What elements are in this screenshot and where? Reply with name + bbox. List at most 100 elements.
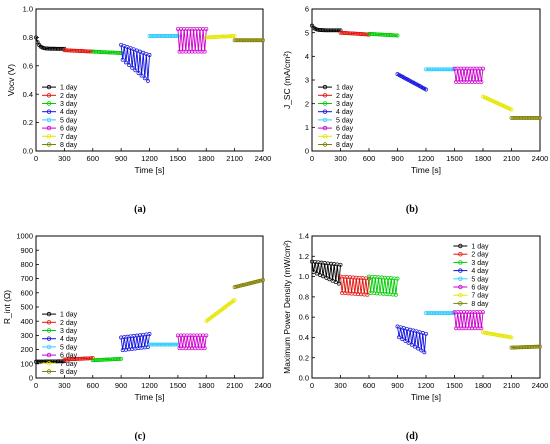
legend-label: 3 day [336,101,354,108]
x-tick-label: 300 [334,381,347,390]
legend-marker [46,134,52,139]
x-tick-label: 600 [363,381,376,390]
y-tick-label: 6 [305,5,309,14]
x-tick-label: 1800 [198,154,215,163]
data-point [35,40,40,45]
series-3 [90,49,124,55]
x-tick-label: 2100 [226,381,243,390]
y-tick-label: 800 [20,260,33,269]
data-point [509,107,514,112]
x-tick-label: 1500 [446,154,463,163]
series-line [120,333,150,351]
data-point [538,344,542,349]
data-point [145,78,150,83]
y-tick-label: 600 [20,288,33,297]
legend-label: 6 day [336,126,354,133]
series-3 [367,274,400,297]
series-3 [367,31,400,38]
x-tick-label: 1200 [141,381,158,390]
x-tick-label: 2400 [255,381,272,390]
series-6 [175,333,209,351]
x-axis-label: Time [s] [135,165,165,175]
legend-label: 3 day [60,328,78,335]
legend-marker [46,93,52,98]
y-axis-label: Maximum Power Density (mW/cm²) [282,240,292,374]
data-point [419,348,424,353]
legend-marker [46,361,52,366]
x-tick-label: 2400 [532,154,549,163]
legend-label: 7 day [60,134,78,141]
series-8 [232,278,265,290]
series-5 [147,34,180,38]
x-tick-label: 0 [34,154,38,163]
legend-label: 4 day [336,109,354,116]
y-tick-label: 5 [305,28,309,37]
y-tick-label: 500 [20,303,33,312]
data-point [333,280,338,285]
data-point [136,71,141,75]
legend-marker [458,293,463,298]
data-point [317,272,322,277]
x-tick-label: 2100 [503,154,520,163]
series-5 [147,342,180,347]
legend-label: 2 day [336,93,354,100]
panel-2: 0 300 600 900 1200 1500 1800 2100 2400 0 1 2 3 4 5 6 Tim… [282,5,548,215]
legend-marker [46,311,52,317]
series-line [454,312,484,329]
series-5 [424,67,457,72]
data-point [412,344,417,349]
data-point [204,26,209,31]
legend-marker [458,301,463,306]
legend-marker [46,117,52,123]
y-tick-label: 0.0 [23,147,33,156]
data-point [393,292,398,297]
y-tick-label: 0.8 [299,292,309,301]
data-point [127,63,131,67]
data-point [422,350,427,355]
series-4 [395,72,428,92]
legend-marker [46,344,52,350]
data-point [261,38,265,43]
legend-label: 8 day [336,142,354,149]
legend-marker [458,251,463,257]
x-tick-label: 600 [86,154,99,163]
y-tick-label: 0 [305,147,309,156]
data-point [133,68,138,73]
series-2 [338,30,371,37]
series-line [120,44,150,81]
y-tick-label: 100 [20,359,33,368]
y-tick-label: 3 [305,76,309,85]
series-2 [62,356,95,362]
legend-marker [46,125,52,131]
series-1 [310,259,343,286]
legend-marker [458,260,463,265]
series-2 [338,274,371,297]
legend-marker [46,142,52,147]
x-tick-label: 300 [58,381,71,390]
x-tick-label: 300 [334,154,347,163]
legend-label: 4 day [60,109,78,116]
data-point [397,335,402,340]
y-axis-label: J_SC (mA/cm²) [282,51,292,109]
series-8 [509,344,542,350]
x-axis-label: Time [s] [411,165,441,175]
x-tick-label: 300 [58,154,71,163]
data-point [261,278,265,282]
series-line [368,276,398,295]
y-tick-label: 300 [20,331,33,340]
x-tick-label: 1200 [141,154,158,163]
series-4 [119,42,152,83]
legend-label: 5 day [336,117,354,124]
data-point [130,65,135,70]
x-tick-label: 0 [34,381,38,390]
legend-marker [46,84,52,90]
data-point [120,57,125,62]
data-point [409,342,414,347]
y-axis-label: R_int (Ω) [2,290,12,324]
y-tick-label: 0.6 [299,313,309,322]
y-tick-label: 0.0 [299,374,309,383]
legend-label: 7 day [471,293,489,300]
x-tick-label: 600 [86,381,99,390]
data-point [139,73,144,78]
series-line [177,335,207,349]
